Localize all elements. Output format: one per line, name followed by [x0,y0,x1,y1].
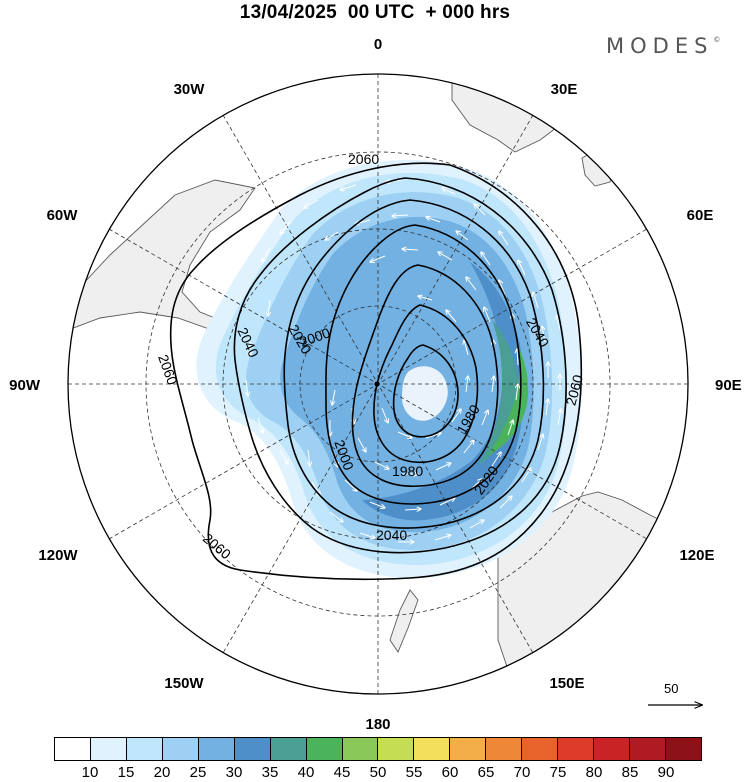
lon-label-30e: 30E [551,81,578,98]
contour-1960 [373,304,479,464]
colorbar-swatch [630,738,666,760]
colorbar-swatch [90,738,127,760]
colorbar-tick-label: 25 [189,764,207,781]
colorbar-tick-label: 90 [657,764,675,781]
wind-reference-label: 50 [664,681,679,696]
colorbar [54,737,702,761]
colorbar-swatch [162,738,199,760]
colorbar-swatch [126,738,163,760]
contour-2040 [233,177,567,554]
colorbar-swatch [306,738,343,760]
contour-2000 [325,224,522,505]
colorbar-swatch [55,738,91,760]
shade-inner-calm [402,366,448,421]
colorbar-tick-label: 85 [621,764,639,781]
lon-label-90e: 90E [715,377,742,394]
contour-label: 2040 [376,527,407,543]
shade-30 [362,262,524,521]
colorbar-tick-label: 60 [441,764,459,781]
colorbar-tick-label: 40 [297,764,315,781]
contour-label: 1980 [392,463,423,479]
colorbar-tick-label: 50 [369,764,387,781]
lon-label-60e: 60E [687,207,714,224]
colorbar-swatch [270,738,307,760]
height-contours [169,162,583,581]
new-zealand-land [389,589,419,653]
lon-label-120e: 120E [679,547,714,564]
colorbar-swatch [450,738,487,760]
colorbar-tick-label: 65 [477,764,495,781]
colorbar-tick-label: 45 [333,764,351,781]
contour-label: 2060 [348,151,379,167]
colorbar-swatch [522,738,559,760]
colorbar-swatch [594,738,630,760]
colorbar-swatch [414,738,451,760]
colorbar-tick-label: 30 [225,764,243,781]
colorbar-swatch [486,738,523,760]
brand-mark: © [713,36,721,44]
longitude-labels: 0 30E 60E 90E 120E 150E 180 150W 120W 90… [9,36,742,733]
colorbar-swatch [342,738,379,760]
colorbar-tick-label: 75 [549,764,567,781]
colorbar-tick-label: 20 [153,764,171,781]
lon-label-90w: 90W [9,377,41,394]
lon-label-120w: 120W [38,547,78,564]
lon-label-60w: 60W [47,207,79,224]
brand-logo: MODES© [606,34,720,58]
colorbar-tick-label: 55 [405,764,423,781]
contour-1950 [392,344,459,438]
contour-2020 [283,199,545,529]
colorbar-swatch [198,738,235,760]
lon-label-150w: 150W [164,675,204,692]
lon-label-30w: 30W [174,81,206,98]
contour-2060-outer [169,162,583,581]
map-title: 13/04/2025 00 UTC + 000 hrs [239,2,511,23]
colorbar-swatch [234,738,271,760]
lon-label-180: 180 [365,716,390,733]
contour-label: 2060 [562,373,586,407]
lon-label-150e: 150E [549,675,584,692]
colorbar-tick-label: 80 [585,764,603,781]
colorbar-tick-label: 15 [117,764,135,781]
colorbar-tick-label: 70 [513,764,531,781]
map-frame [67,73,689,695]
colorbar-swatch [558,738,595,760]
colorbar-swatch [665,738,701,760]
colorbar-tick-label: 35 [261,764,279,781]
colorbar-labels: 10 15 20 25 30 35 40 45 50 55 60 65 70 75 80 85 90 [0,764,750,782]
contour-1980 [351,264,499,487]
colorbar-swatch [378,738,415,760]
colorbar-tick-label: 10 [81,764,99,781]
lon-label-0: 0 [374,36,382,53]
brand-text: MODES [606,34,714,58]
south-pole-marker [374,381,380,387]
